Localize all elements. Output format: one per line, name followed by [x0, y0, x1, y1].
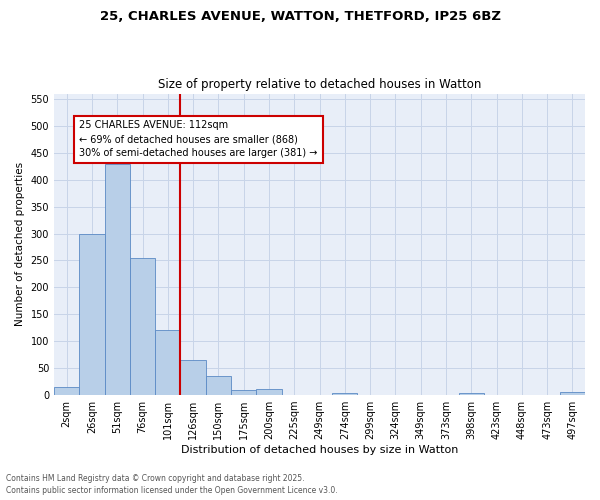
Text: Contains HM Land Registry data © Crown copyright and database right 2025.
Contai: Contains HM Land Registry data © Crown c… [6, 474, 338, 495]
Bar [155, 330, 181, 395]
Text: 25, CHARLES AVENUE, WATTON, THETFORD, IP25 6BZ: 25, CHARLES AVENUE, WATTON, THETFORD, IP… [100, 10, 500, 23]
Title: Size of property relative to detached houses in Watton: Size of property relative to detached ho… [158, 78, 481, 91]
Bar [560, 392, 585, 395]
Bar [104, 164, 130, 395]
X-axis label: Distribution of detached houses by size in Watton: Distribution of detached houses by size … [181, 445, 458, 455]
Text: 25 CHARLES AVENUE: 112sqm
← 69% of detached houses are smaller (868)
30% of semi: 25 CHARLES AVENUE: 112sqm ← 69% of detac… [79, 120, 318, 158]
Bar [256, 388, 281, 395]
Bar [181, 360, 206, 395]
Bar [130, 258, 155, 395]
Bar [458, 393, 484, 395]
Y-axis label: Number of detached properties: Number of detached properties [15, 162, 25, 326]
Bar [79, 234, 104, 395]
Bar [231, 390, 256, 395]
Bar [332, 394, 358, 395]
Bar [54, 387, 79, 395]
Bar [206, 376, 231, 395]
